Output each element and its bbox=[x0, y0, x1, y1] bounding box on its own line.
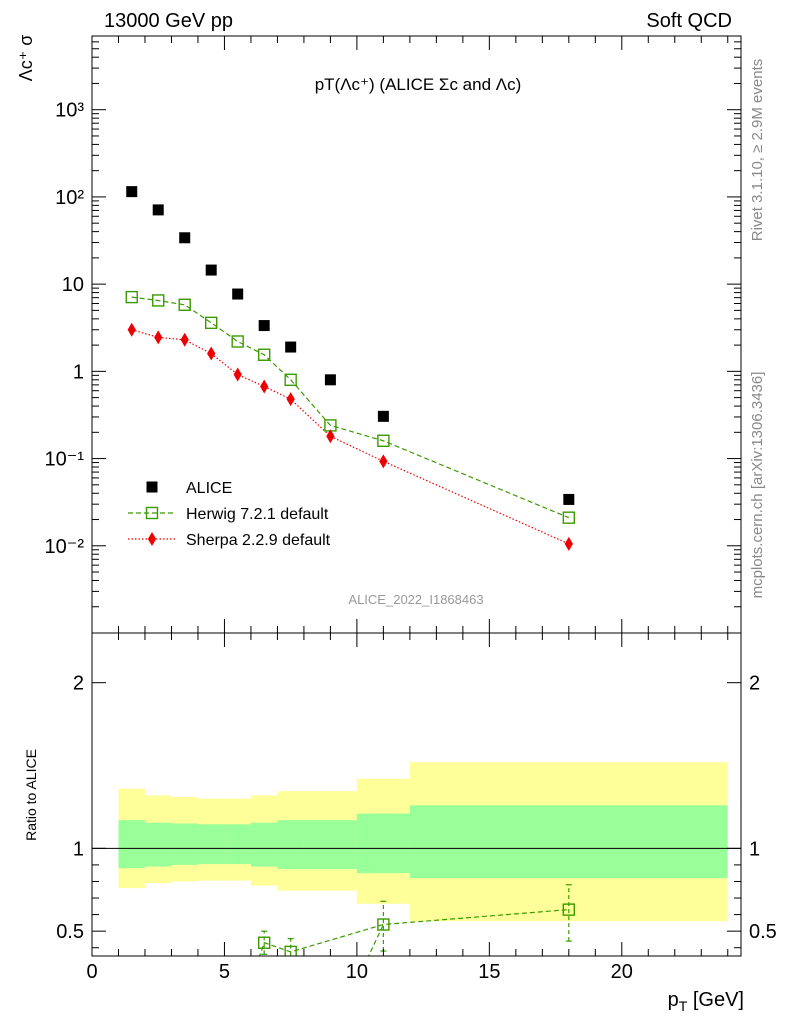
sherpa-line bbox=[131, 329, 570, 545]
ratio-inner-band bbox=[224, 824, 251, 865]
header-right: Soft QCD bbox=[646, 10, 732, 32]
ratio-y-tick-label-left: 1 bbox=[73, 838, 84, 860]
x-tick-label: 0 bbox=[86, 961, 97, 983]
herwig-data-point bbox=[178, 298, 191, 311]
ratio-y-axis-label: Ratio to ALICE bbox=[23, 749, 39, 841]
herwig-data-point bbox=[284, 373, 297, 387]
ratio-inner-band bbox=[144, 822, 172, 867]
ratio-herwig-point bbox=[284, 945, 297, 956]
ratio-inner-band bbox=[118, 820, 145, 869]
x-tick-label: 10 bbox=[346, 961, 368, 983]
herwig-data-point bbox=[145, 506, 159, 520]
ratio-herwig-line bbox=[367, 924, 384, 956]
main-panel: 10⁻² 10⁻¹ 1 10 10² 10³ pT(Λc⁺) (ALICE Σc and … bbox=[16, 35, 742, 634]
plot-title: pT(Λc⁺) (ALICE Σc and Λc) bbox=[315, 75, 522, 94]
main-y-tick-label: 10⁻² bbox=[45, 536, 85, 558]
sherpa-data-point bbox=[180, 332, 189, 347]
alice-data-point bbox=[258, 320, 270, 332]
alice-data-point bbox=[205, 264, 217, 276]
x-axis-label-p: p bbox=[668, 989, 679, 1011]
ratio-y-tick-label-right: 1 bbox=[749, 838, 760, 860]
alice-data-point bbox=[179, 232, 191, 244]
rivet-label: Rivet 3.1.10, ≥ 2.9M events bbox=[749, 59, 766, 242]
ratio-y-tick-label-left: 2 bbox=[73, 673, 84, 695]
legend-entry-label: Herwig 7.2.1 default bbox=[186, 506, 329, 523]
main-y-tick-label: 1 bbox=[73, 361, 84, 383]
alice-data-point bbox=[324, 374, 336, 386]
ratio-inner-band bbox=[197, 824, 225, 865]
x-tick-label: 20 bbox=[611, 961, 633, 983]
herwig-data-point bbox=[231, 335, 244, 348]
main-y-tick-label: 10⁻¹ bbox=[45, 449, 85, 471]
x-tick-label: 5 bbox=[219, 961, 230, 983]
alice-data-point bbox=[563, 493, 575, 505]
legend-entry-label: Sherpa 2.2.9 default bbox=[186, 532, 331, 549]
ratio-y-tick-label-right: 2 bbox=[749, 673, 760, 695]
alice-data-point bbox=[285, 341, 297, 353]
ratio-inner-band bbox=[277, 820, 304, 870]
main-y-tick-label: 10³ bbox=[55, 100, 84, 122]
main-y-tick-label: 10 bbox=[62, 274, 84, 296]
sherpa-data-point bbox=[154, 330, 163, 345]
analysis-watermark: ALICE_2022_I1868463 bbox=[348, 592, 483, 607]
ratio-inner-band bbox=[303, 820, 357, 870]
sherpa-data-point bbox=[379, 454, 388, 469]
x-axis-label-unit: [GeV] bbox=[687, 989, 744, 1011]
ratio-frame bbox=[91, 632, 742, 957]
herwig-data-point bbox=[152, 294, 165, 307]
main-y-tick-label: 10² bbox=[55, 187, 84, 209]
herwig-data-point bbox=[125, 290, 138, 304]
sherpa-data-point bbox=[207, 346, 216, 361]
sherpa-data-point bbox=[127, 322, 136, 337]
alice-data-point bbox=[377, 410, 389, 422]
sherpa-data-point bbox=[260, 379, 269, 394]
ratio-inner-band bbox=[171, 823, 198, 865]
sherpa-data-point bbox=[233, 367, 242, 382]
main-y-axis-label: Λc⁺ σ bbox=[16, 35, 36, 82]
ratio-herwig-point bbox=[377, 918, 390, 931]
mcplots-label: mcplots.cern.ch [arXiv:1306.3436] bbox=[749, 372, 766, 599]
x-axis-label-sub: T bbox=[679, 998, 688, 1014]
sherpa-data-point bbox=[147, 532, 157, 546]
ratio-herwig-point bbox=[562, 903, 576, 916]
ratio-inner-band bbox=[356, 813, 410, 874]
ratio-y-tick-label-right: 0.5 bbox=[749, 921, 777, 943]
herwig-data-point bbox=[562, 511, 576, 524]
ratio-herwig-point bbox=[257, 936, 271, 949]
herwig-data-point bbox=[377, 434, 390, 447]
ratio-y-tick-label-left: 0.5 bbox=[56, 921, 84, 943]
herwig-data-point bbox=[257, 348, 271, 361]
herwig-line bbox=[131, 296, 570, 519]
header-left: 13000 GeV pp bbox=[104, 10, 233, 32]
sherpa-data-point bbox=[564, 536, 573, 551]
x-axis-label: pT [GeV] bbox=[668, 989, 744, 1014]
sherpa-data-point bbox=[326, 429, 335, 444]
alice-data-point bbox=[232, 288, 244, 300]
legend-entry-label: ALICE bbox=[186, 480, 232, 497]
alice-data-point bbox=[146, 481, 158, 493]
alice-data-point bbox=[126, 186, 138, 198]
x-tick-label: 15 bbox=[478, 961, 500, 983]
ratio-inner-band bbox=[409, 805, 728, 879]
herwig-data-point bbox=[205, 316, 218, 330]
legend: ALICE Herwig 7.2.1 default Sherpa 2.2.9 de… bbox=[128, 480, 331, 549]
ratio-inner-band bbox=[250, 822, 278, 867]
alice-data-point bbox=[152, 204, 164, 216]
sherpa-data-point bbox=[286, 392, 295, 407]
ratio-panel: 0.5 0.51 12 20 5 10 15 20 Ratio to ALICE pT [Ge… bbox=[23, 632, 777, 1014]
